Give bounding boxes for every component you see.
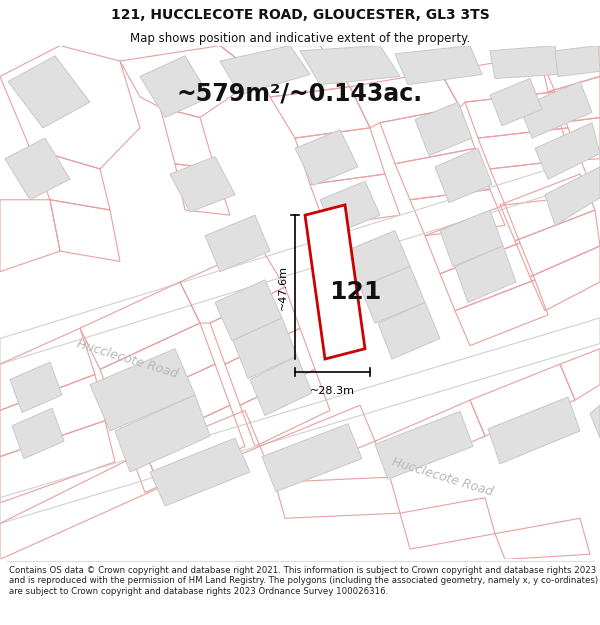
Polygon shape: [345, 231, 410, 287]
Polygon shape: [250, 356, 312, 416]
Polygon shape: [12, 408, 64, 459]
Text: ~579m²/~0.143ac.: ~579m²/~0.143ac.: [177, 82, 423, 106]
Polygon shape: [215, 280, 282, 341]
Polygon shape: [150, 438, 250, 506]
Polygon shape: [8, 56, 90, 128]
Polygon shape: [295, 130, 358, 186]
Polygon shape: [305, 205, 365, 359]
Polygon shape: [520, 82, 592, 138]
Polygon shape: [300, 46, 400, 84]
Polygon shape: [378, 302, 440, 359]
Polygon shape: [455, 246, 516, 302]
Polygon shape: [555, 46, 600, 76]
Polygon shape: [535, 122, 600, 179]
Text: ~28.3m: ~28.3m: [310, 386, 355, 396]
Polygon shape: [233, 318, 297, 379]
Polygon shape: [490, 46, 560, 79]
Polygon shape: [375, 411, 473, 479]
Polygon shape: [262, 424, 362, 491]
Polygon shape: [490, 79, 542, 126]
Polygon shape: [140, 56, 210, 118]
Polygon shape: [205, 215, 270, 272]
Polygon shape: [395, 46, 482, 84]
Polygon shape: [320, 181, 380, 234]
Polygon shape: [360, 266, 425, 323]
Text: Map shows position and indicative extent of the property.: Map shows position and indicative extent…: [130, 32, 470, 45]
Text: Contains OS data © Crown copyright and database right 2021. This information is : Contains OS data © Crown copyright and d…: [9, 566, 598, 596]
Polygon shape: [545, 167, 600, 226]
Polygon shape: [90, 349, 195, 431]
Text: Hucclecote Road: Hucclecote Road: [390, 456, 494, 499]
Text: 121, HUCCLECOTE ROAD, GLOUCESTER, GL3 3TS: 121, HUCCLECOTE ROAD, GLOUCESTER, GL3 3T…: [110, 8, 490, 22]
Polygon shape: [220, 46, 310, 95]
Text: 121: 121: [329, 280, 381, 304]
Polygon shape: [5, 138, 70, 200]
Polygon shape: [488, 397, 580, 464]
Polygon shape: [590, 405, 600, 438]
Polygon shape: [170, 157, 235, 212]
Polygon shape: [10, 362, 62, 413]
Text: ~47.6m: ~47.6m: [278, 264, 288, 309]
Text: Hucclecote Road: Hucclecote Road: [75, 338, 179, 381]
Polygon shape: [440, 210, 503, 266]
Polygon shape: [115, 395, 210, 472]
Polygon shape: [435, 148, 492, 203]
Polygon shape: [415, 102, 472, 156]
